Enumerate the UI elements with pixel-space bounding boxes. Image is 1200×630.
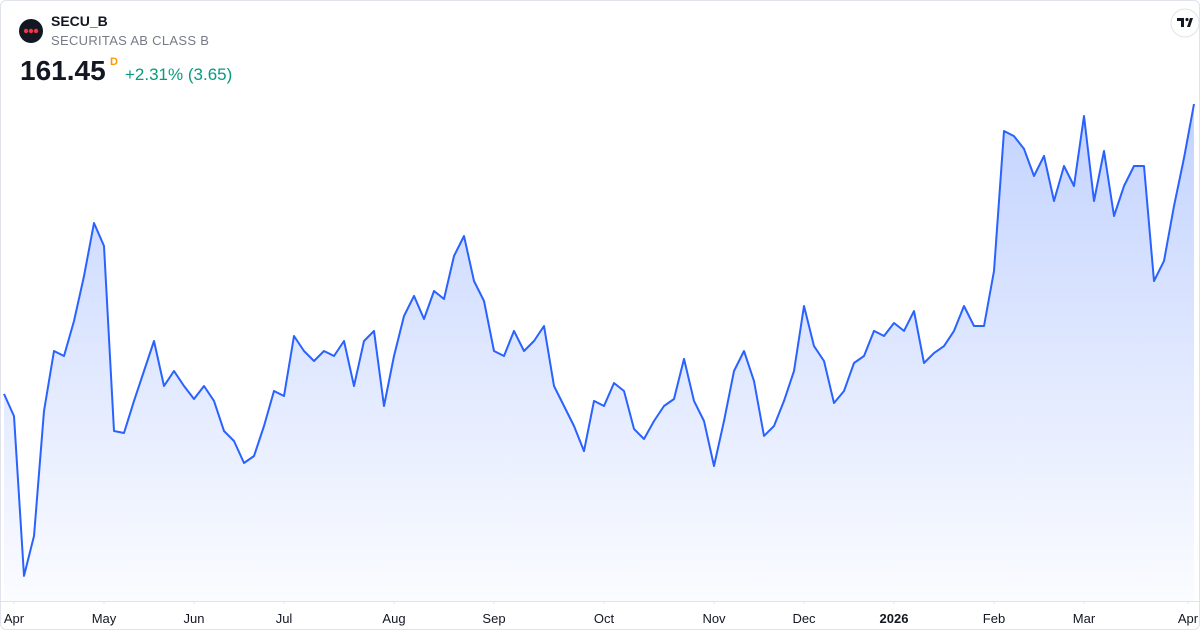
x-tick-label: Jul [276,611,293,626]
x-tick-label: Aug [382,611,405,626]
x-tick-label: Oct [594,611,615,626]
symbol-name: SECURITAS AB CLASS B [51,33,210,48]
symbol-logo [19,19,43,43]
x-tick-label: 2026 [880,611,909,626]
x-tick-label: Dec [792,611,816,626]
x-tick-label: Nov [702,611,726,626]
x-tick-label: Sep [482,611,505,626]
x-tick-label: Apr [4,611,25,626]
symbol[interactable]: SECU_B [51,13,108,29]
x-tick-label: Jun [184,611,205,626]
x-tick-label: May [92,611,117,626]
area-fill [4,104,1194,601]
price-change: +2.31% (3.65) [125,65,233,84]
x-tick-label: Apr [1178,611,1199,626]
x-tick-label: Feb [983,611,1005,626]
tradingview-logo[interactable] [1170,8,1200,38]
price-line [3,103,1195,577]
last-price: 161.45 [20,55,106,86]
x-tick-label: Mar [1073,611,1096,626]
interval: D [110,56,118,68]
